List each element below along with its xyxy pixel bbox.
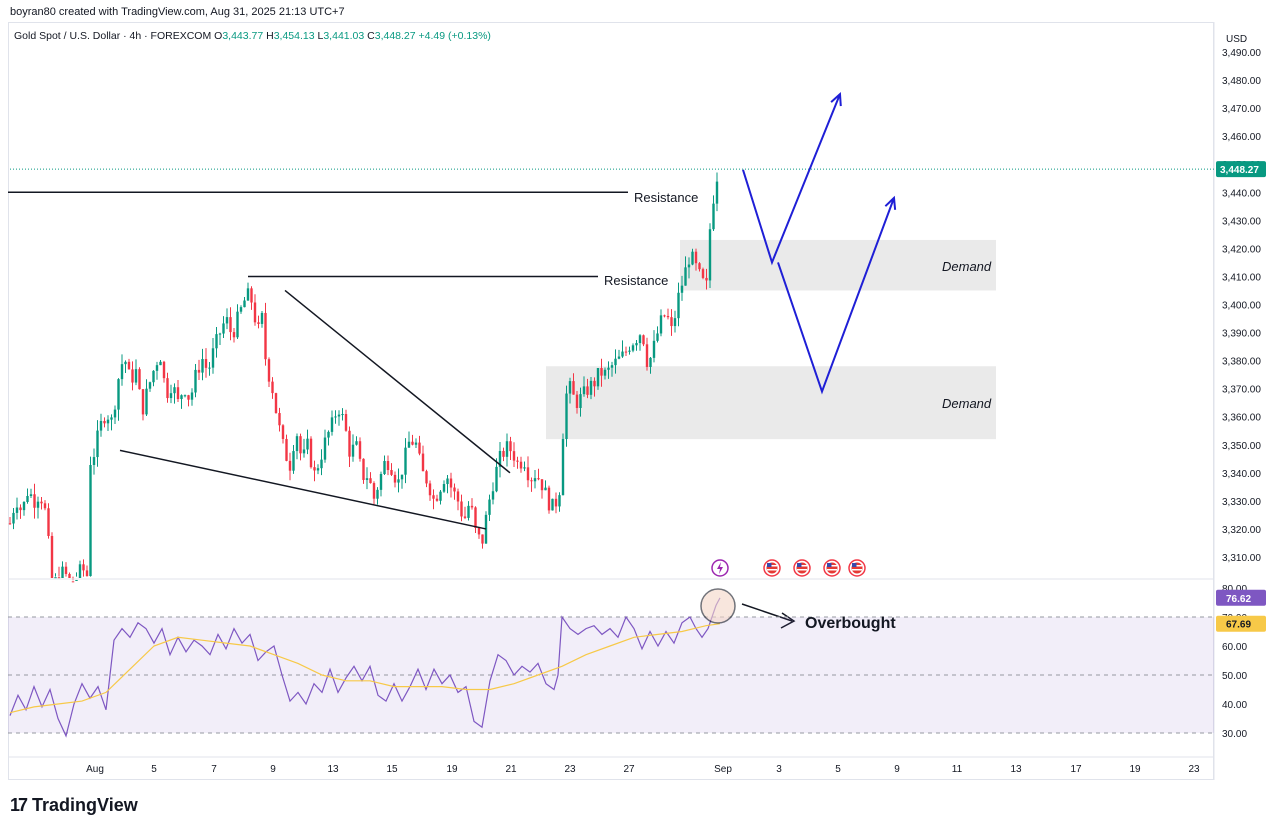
price-tick-label: 3,310.00 <box>1222 553 1261 564</box>
rsi-tick-label: 80.00 <box>1222 584 1247 595</box>
high-label: H <box>266 30 274 42</box>
price-tick-label: 3,380.00 <box>1222 357 1261 368</box>
price-tick-label: 3,440.00 <box>1222 188 1261 199</box>
change-value: +4.49 (+0.13%) <box>418 30 491 42</box>
rsi-tick-label: 70.00 <box>1222 613 1247 624</box>
tradingview-brand: TradingView <box>32 795 138 815</box>
rsi-value-label: 76.62 <box>1226 594 1251 605</box>
price-tick-label: 3,400.00 <box>1222 300 1261 311</box>
close-label: C <box>367 30 375 42</box>
price-tick-label: 3,420.00 <box>1222 244 1261 255</box>
price-tick-label: 3,480.00 <box>1222 76 1261 87</box>
price-tick-label: 3,340.00 <box>1222 469 1261 480</box>
rsi-tick-label: 60.00 <box>1222 642 1247 653</box>
last-price-label: 3,448.27 <box>1220 165 1259 176</box>
price-tick-label: 3,370.00 <box>1222 385 1261 396</box>
price-tick-label: 3,430.00 <box>1222 216 1261 227</box>
open-label: O <box>214 30 223 42</box>
price-tick-label: 3,320.00 <box>1222 525 1261 536</box>
tradingview-logo[interactable]: 17 TradingView <box>10 795 138 816</box>
rsi-ma-label: 67.69 <box>1226 620 1251 631</box>
tradingview-logo-icon: 17 <box>10 795 28 815</box>
low-label: L <box>317 30 324 42</box>
open-value: 3,443.77 <box>222 30 264 42</box>
chart-credit: boyran80 created with TradingView.com, A… <box>10 6 345 18</box>
symbol-legend[interactable]: Gold Spot / U.S. Dollar · 4h · FOREXCOM … <box>14 30 491 42</box>
last-price-badge <box>1216 161 1266 178</box>
price-tick-label: 3,460.00 <box>1222 132 1261 143</box>
price-tick-label: 3,330.00 <box>1222 497 1261 508</box>
rsi-tick-label: 30.00 <box>1222 729 1247 740</box>
high-value: 3,454.13 <box>273 30 315 42</box>
rsi-tick-label: 50.00 <box>1222 671 1247 682</box>
rsi-tick-label: 40.00 <box>1222 700 1247 711</box>
price-tick-label: 3,450.00 <box>1222 160 1261 171</box>
rsi-ma-badge <box>1216 615 1266 632</box>
close-value: 3,448.27 <box>374 30 416 42</box>
price-tick-label: 3,350.00 <box>1222 441 1261 452</box>
chart-frame <box>8 22 1214 780</box>
price-tick-label: 3,360.00 <box>1222 413 1261 424</box>
low-value: 3,441.03 <box>323 30 365 42</box>
price-tick-label: 3,470.00 <box>1222 104 1261 115</box>
price-tick-label: 3,490.00 <box>1222 48 1261 59</box>
currency-label[interactable]: USD <box>1226 34 1247 45</box>
price-tick-label: 3,410.00 <box>1222 272 1261 283</box>
symbol-name[interactable]: Gold Spot / U.S. Dollar · 4h · FOREXCOM <box>14 30 212 42</box>
rsi-value-badge <box>1216 589 1266 606</box>
price-tick-label: 3,390.00 <box>1222 329 1261 340</box>
